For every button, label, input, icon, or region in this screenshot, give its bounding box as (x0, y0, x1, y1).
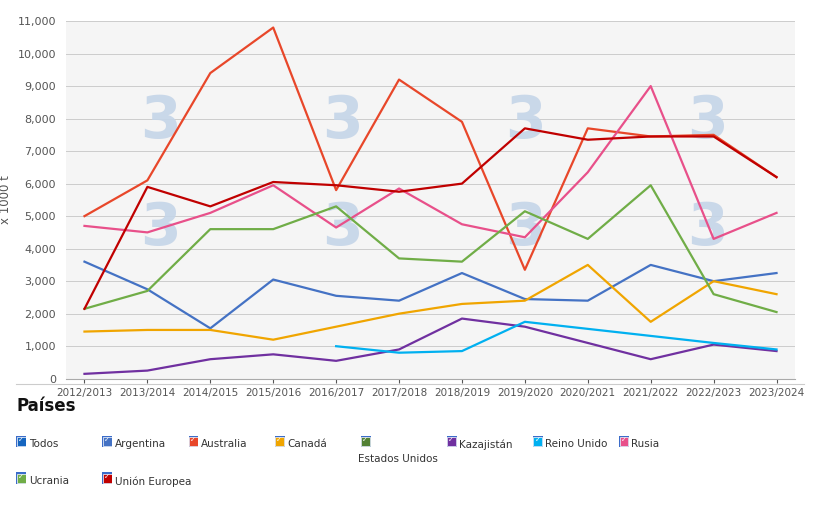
Text: 3: 3 (322, 93, 363, 150)
Text: ✓: ✓ (104, 437, 110, 443)
FancyBboxPatch shape (189, 437, 197, 446)
Text: 3: 3 (686, 200, 727, 257)
Text: 3: 3 (140, 93, 180, 150)
Text: Reino Unido: Reino Unido (545, 439, 607, 449)
Text: Argentina: Argentina (115, 439, 165, 449)
FancyBboxPatch shape (103, 473, 111, 483)
Text: ✓: ✓ (276, 437, 282, 443)
FancyBboxPatch shape (17, 437, 25, 446)
Text: 3: 3 (686, 93, 727, 150)
Text: ✓: ✓ (104, 474, 110, 480)
Text: Canadá: Canadá (287, 439, 326, 449)
Text: Unión Europea: Unión Europea (115, 476, 191, 487)
Text: ✓: ✓ (448, 437, 454, 443)
Text: 3: 3 (505, 93, 545, 150)
Text: 3: 3 (505, 200, 545, 257)
Text: 3: 3 (140, 200, 180, 257)
FancyBboxPatch shape (533, 437, 541, 446)
Text: Ucrania: Ucrania (29, 476, 69, 486)
Text: Rusia: Rusia (631, 439, 658, 449)
Text: Australia: Australia (201, 439, 247, 449)
Y-axis label: x 1000 t: x 1000 t (0, 176, 11, 224)
FancyBboxPatch shape (619, 437, 627, 446)
Text: ✓: ✓ (534, 437, 540, 443)
Text: ✓: ✓ (620, 437, 626, 443)
Text: ✓: ✓ (362, 437, 368, 443)
Text: ✓: ✓ (18, 474, 24, 480)
FancyBboxPatch shape (447, 437, 455, 446)
Text: Todos: Todos (29, 439, 58, 449)
FancyBboxPatch shape (103, 437, 111, 446)
FancyBboxPatch shape (275, 437, 283, 446)
Text: Kazajistán: Kazajistán (459, 439, 512, 450)
Text: ✓: ✓ (18, 437, 24, 443)
Text: Países: Países (16, 397, 76, 415)
FancyBboxPatch shape (17, 473, 25, 483)
Text: Estados Unidos: Estados Unidos (358, 454, 437, 464)
Text: 3: 3 (322, 200, 363, 257)
Text: ✓: ✓ (190, 437, 196, 443)
FancyBboxPatch shape (361, 437, 369, 446)
